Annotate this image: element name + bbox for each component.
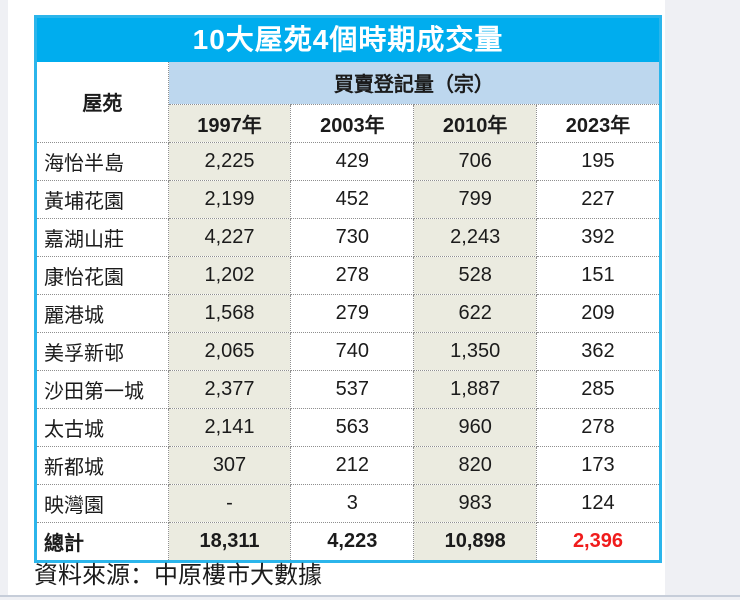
transactions-table-frame: 10大屋苑4個時期成交量 屋苑 買賣登記量（宗） 1997年 [34, 15, 662, 563]
value-cell: 2,065 [167, 331, 292, 371]
value-cell: 820 [413, 445, 537, 485]
table-body: 海怡半島 2,225 429 706 195 黃埔花園 2,199 452 79… [37, 141, 659, 560]
value-cell: 212 [290, 445, 415, 485]
estate-name-cell: 嘉湖山莊 [37, 217, 169, 257]
value-cell: 285 [535, 369, 659, 409]
year-header-2010: 2010年 [413, 103, 537, 143]
value-cell: 2,377 [167, 369, 292, 409]
bottom-divider [0, 595, 740, 597]
value-cell: 151 [535, 255, 659, 295]
value-cell: 1,568 [167, 293, 292, 333]
value-cell: 452 [290, 179, 415, 219]
value-cell: 740 [290, 331, 415, 371]
table-row: 映灣園 - 3 983 124 [37, 483, 659, 523]
table-row: 麗港城 1,568 279 622 209 [37, 293, 659, 333]
estate-column-header: 屋苑 [37, 62, 169, 143]
value-cell: 227 [535, 179, 659, 219]
value-cell: 124 [535, 483, 659, 523]
registrations-unit-header: 買賣登記量（宗） [167, 62, 659, 105]
value-cell: 362 [535, 331, 659, 371]
value-cell: 960 [413, 407, 537, 447]
estate-name-cell: 海怡半島 [37, 141, 169, 181]
value-cell: 622 [413, 293, 537, 333]
value-cell: 195 [535, 141, 659, 181]
value-cell: 279 [290, 293, 415, 333]
total-value-cell-highlighted: 2,396 [535, 521, 659, 560]
estate-name-cell: 新都城 [37, 445, 169, 485]
value-cell: 173 [535, 445, 659, 485]
total-label-cell: 總計 [37, 521, 169, 560]
value-cell: 2,243 [413, 217, 537, 257]
table-row: 康怡花園 1,202 278 528 151 [37, 255, 659, 295]
value-cell: 799 [413, 179, 537, 219]
value-cell: 2,199 [167, 179, 292, 219]
table-row: 黃埔花園 2,199 452 799 227 [37, 179, 659, 219]
total-row: 總計 18,311 4,223 10,898 2,396 [37, 521, 659, 560]
table-row: 嘉湖山莊 4,227 730 2,243 392 [37, 217, 659, 257]
value-cell: 983 [413, 483, 537, 523]
estate-name-cell: 美孚新邨 [37, 331, 169, 371]
estate-name-cell: 黃埔花園 [37, 179, 169, 219]
table-row: 新都城 307 212 820 173 [37, 445, 659, 485]
table-row: 美孚新邨 2,065 740 1,350 362 [37, 331, 659, 371]
year-header-2003: 2003年 [290, 103, 415, 143]
total-value-cell: 4,223 [290, 521, 415, 560]
table-row: 太古城 2,141 563 960 278 [37, 407, 659, 447]
value-cell: 3 [290, 483, 415, 523]
total-value-cell: 10,898 [413, 521, 537, 560]
value-cell: 537 [290, 369, 415, 409]
estate-name-cell: 麗港城 [37, 293, 169, 333]
value-cell: 563 [290, 407, 415, 447]
value-cell: 429 [290, 141, 415, 181]
value-cell: 1,350 [413, 331, 537, 371]
value-cell: 1,887 [413, 369, 537, 409]
value-cell: 209 [535, 293, 659, 333]
value-cell: 1,202 [167, 255, 292, 295]
value-cell: 307 [167, 445, 292, 485]
value-cell: 528 [413, 255, 537, 295]
value-cell: 392 [535, 217, 659, 257]
value-cell: 278 [535, 407, 659, 447]
group-header-row: 屋苑 買賣登記量（宗） [37, 62, 659, 143]
value-cell: 730 [290, 217, 415, 257]
total-value-cell: 18,311 [167, 521, 292, 560]
value-cell: 4,227 [167, 217, 292, 257]
value-cell: 706 [413, 141, 537, 181]
year-header-1997: 1997年 [168, 103, 292, 143]
estate-name-cell: 康怡花園 [37, 255, 169, 295]
content-panel: 10大屋苑4個時期成交量 屋苑 買賣登記量（宗） 1997年 [8, 0, 665, 596]
transactions-table: 屋苑 買賣登記量（宗） 1997年 2003年 2010年 2023年 海怡半島… [37, 62, 659, 560]
estate-name-cell: 沙田第一城 [37, 369, 169, 409]
table-title: 10大屋苑4個時期成交量 [37, 18, 659, 62]
estate-name-cell: 映灣園 [37, 483, 169, 523]
table-row: 沙田第一城 2,377 537 1,887 285 [37, 369, 659, 409]
value-cell: 2,141 [167, 407, 292, 447]
value-cell: - [167, 483, 292, 523]
table-header: 屋苑 買賣登記量（宗） 1997年 2003年 2010年 2023年 [37, 62, 659, 143]
year-header-2023: 2023年 [535, 103, 659, 143]
source-note: 資料來源：中原樓市大數據 [34, 562, 322, 589]
estate-name-cell: 太古城 [37, 407, 169, 447]
value-cell: 2,225 [167, 141, 292, 181]
value-cell: 278 [290, 255, 415, 295]
table-row: 海怡半島 2,225 429 706 195 [37, 141, 659, 181]
